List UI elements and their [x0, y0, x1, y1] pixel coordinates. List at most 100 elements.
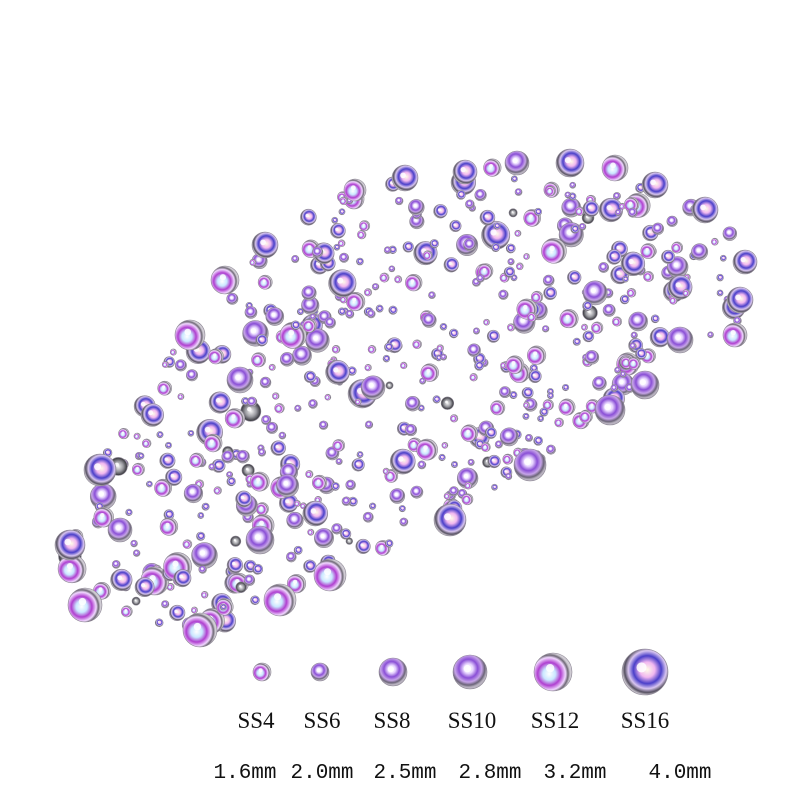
rhinestone	[330, 482, 340, 491]
rhinestone	[337, 307, 346, 316]
gem-highlight	[274, 394, 276, 397]
gem-highlight	[199, 550, 206, 556]
gem-highlight	[685, 291, 687, 294]
rhinestone	[537, 415, 544, 423]
rhinestone	[331, 523, 343, 535]
gem-highlight	[400, 172, 406, 179]
gem-highlight	[495, 404, 499, 408]
rhinestone	[305, 328, 330, 353]
gem-highlight	[432, 241, 435, 244]
rhinestone	[627, 356, 641, 370]
gem-highlight	[474, 280, 477, 283]
rhinestone	[318, 420, 329, 430]
rhinestone	[543, 286, 557, 300]
rhinestone	[251, 352, 267, 368]
gem-highlight	[523, 304, 528, 310]
rhinestone	[230, 535, 242, 547]
rhinestone	[305, 470, 314, 479]
rhinestone	[612, 316, 623, 327]
rhinestone	[480, 442, 491, 452]
gem-highlight	[567, 203, 572, 208]
gem-highlight	[309, 530, 312, 533]
rhinestone	[416, 438, 438, 461]
rhinestone	[405, 274, 423, 292]
gem-highlight	[228, 473, 230, 475]
gem-highlight	[509, 246, 512, 249]
rhinestone	[356, 451, 364, 458]
gem-highlight	[344, 499, 347, 502]
rhinestone	[691, 243, 709, 261]
gem-highlight	[255, 567, 258, 570]
gem-highlight	[575, 340, 578, 342]
gem-highlight	[606, 307, 610, 311]
rhinestone	[467, 458, 475, 466]
gem-highlight	[415, 342, 418, 345]
gem-highlight	[632, 360, 635, 364]
gem-highlight	[148, 482, 150, 485]
gem-highlight	[141, 583, 146, 588]
gem-highlight	[307, 245, 312, 249]
rhinestone	[169, 348, 177, 356]
rhinestone	[183, 483, 204, 504]
gem-highlight	[545, 664, 555, 673]
gem-highlight	[100, 513, 105, 518]
gem-highlight	[366, 366, 369, 368]
gem-highlight	[97, 504, 100, 507]
rhinestone	[622, 275, 629, 283]
gem-highlight	[321, 423, 324, 426]
gem-highlight	[483, 425, 487, 429]
gem-highlight	[525, 255, 527, 257]
gem-highlight	[410, 279, 415, 283]
gem-highlight	[448, 261, 452, 265]
gem-highlight	[348, 482, 351, 486]
gem-highlight	[536, 210, 539, 212]
gem-highlight	[709, 333, 711, 335]
gem-highlight	[185, 542, 188, 545]
rhinestone	[174, 319, 206, 351]
rhinestone	[196, 531, 206, 541]
rhinestone	[448, 486, 459, 497]
gem-highlight	[253, 598, 256, 601]
gem-highlight	[233, 539, 236, 542]
gem-highlight	[616, 270, 621, 275]
rhinestone	[266, 421, 279, 434]
gem-highlight	[199, 514, 201, 516]
gem-highlight	[250, 399, 253, 402]
rhinestone	[310, 662, 330, 682]
gem-highlight	[622, 373, 624, 375]
gem-highlight	[534, 294, 538, 298]
gem-highlight	[420, 463, 423, 465]
gem-highlight	[240, 495, 245, 500]
gem-highlight	[414, 489, 418, 493]
gem-highlight	[234, 452, 237, 455]
rhinestone	[443, 257, 459, 273]
rhinestone	[510, 175, 518, 183]
rhinestone	[503, 266, 515, 278]
rhinestone	[337, 239, 346, 247]
gem-highlight	[139, 454, 142, 457]
rhinestone	[398, 505, 406, 513]
gem-highlight	[675, 334, 681, 341]
gem-highlight	[396, 277, 399, 280]
gem-highlight	[340, 310, 343, 312]
rhinestone	[504, 150, 530, 176]
gem-highlight	[296, 502, 298, 504]
rhinestone	[547, 392, 554, 400]
gem-highlight	[437, 356, 439, 358]
rhinestone	[499, 386, 511, 399]
gem-highlight	[502, 389, 506, 393]
gem-highlight	[502, 275, 505, 278]
rhinestone	[641, 171, 669, 199]
gem-highlight	[271, 312, 276, 317]
gem-highlight	[501, 292, 504, 295]
gem-highlight	[485, 320, 487, 323]
gem-highlight	[307, 563, 311, 567]
rhinestone	[732, 249, 758, 275]
rhinestone	[339, 196, 348, 206]
rhinestone	[173, 569, 192, 588]
rhinestone	[523, 401, 530, 409]
gem-highlight	[189, 432, 192, 434]
rhinestone	[640, 243, 657, 259]
gem-highlight	[239, 585, 242, 588]
